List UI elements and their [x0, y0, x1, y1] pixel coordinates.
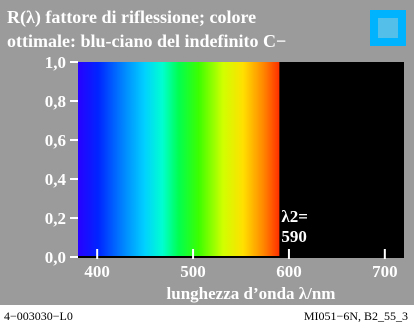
x-tick-label: 400 [84, 262, 110, 281]
edge-wavelength-value: 590 [281, 227, 307, 246]
y-tick-label: 0,2 [45, 209, 66, 228]
y-tick-label: 0,0 [45, 248, 66, 267]
x-tick-label: 700 [372, 262, 398, 281]
y-tick-label: 0,8 [45, 92, 66, 111]
x-tick-label: 600 [276, 262, 302, 281]
y-tick-label: 0,6 [45, 131, 66, 150]
chart-title-line-2: ottimale: blu-ciano del indefinito C− [7, 31, 287, 51]
y-tick-label: 0,4 [45, 170, 67, 189]
chart-title-line-1: R(λ) fattore di riflessione; colore [7, 7, 257, 27]
x-axis-title: lunghezza d’onda λ/nm [167, 284, 336, 303]
footer-left-code: 4−003030−L0 [4, 309, 73, 323]
y-tick-label: 1,0 [45, 53, 66, 72]
reflectance-chart: 0,0 0,2 0,4 0,6 0,8 1,0 400 500 600 700 lunghezza … [45, 53, 404, 303]
edge-wavelength-label: λ2= [281, 207, 308, 226]
color-swatch-inner [378, 18, 398, 38]
x-tick-label: 500 [180, 262, 206, 281]
footer-right-code: MI051−6N, B2_55_3 [303, 309, 408, 323]
reflectance-area [78, 62, 280, 257]
